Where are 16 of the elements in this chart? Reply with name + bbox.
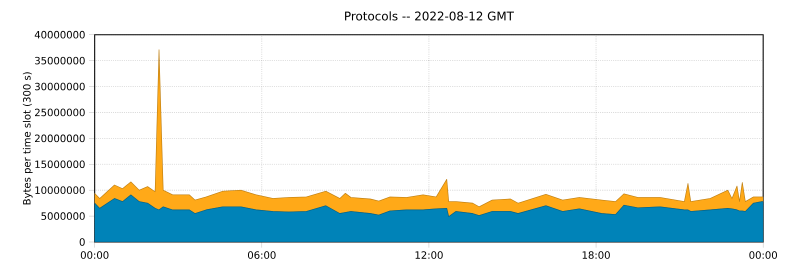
y-tick-label: 0 [80,238,85,246]
y-tick-label: 30000000 [35,82,85,90]
chart-title: Protocols -- 2022-08-12 GMT [345,11,514,21]
x-tick-label: 00:00 [749,251,777,259]
x-tick-label: 12:00 [416,251,443,259]
x-tick-label: 18:00 [582,251,610,259]
y-tick-label: 25000000 [35,108,85,116]
x-tick-label: 00:00 [80,251,108,259]
y-tick-label: 15000000 [35,160,85,168]
y-tick-label: 20000000 [35,134,85,142]
y-tick-label: 5000000 [41,212,85,220]
y-axis-title: Bytes per time slot (300 s) [22,72,33,204]
x-tick-label: 06:00 [248,251,276,259]
y-tick-label: 40000000 [34,31,85,39]
y-tick-label: 35000000 [35,56,85,65]
y-tick-label: 10000000 [35,186,85,194]
